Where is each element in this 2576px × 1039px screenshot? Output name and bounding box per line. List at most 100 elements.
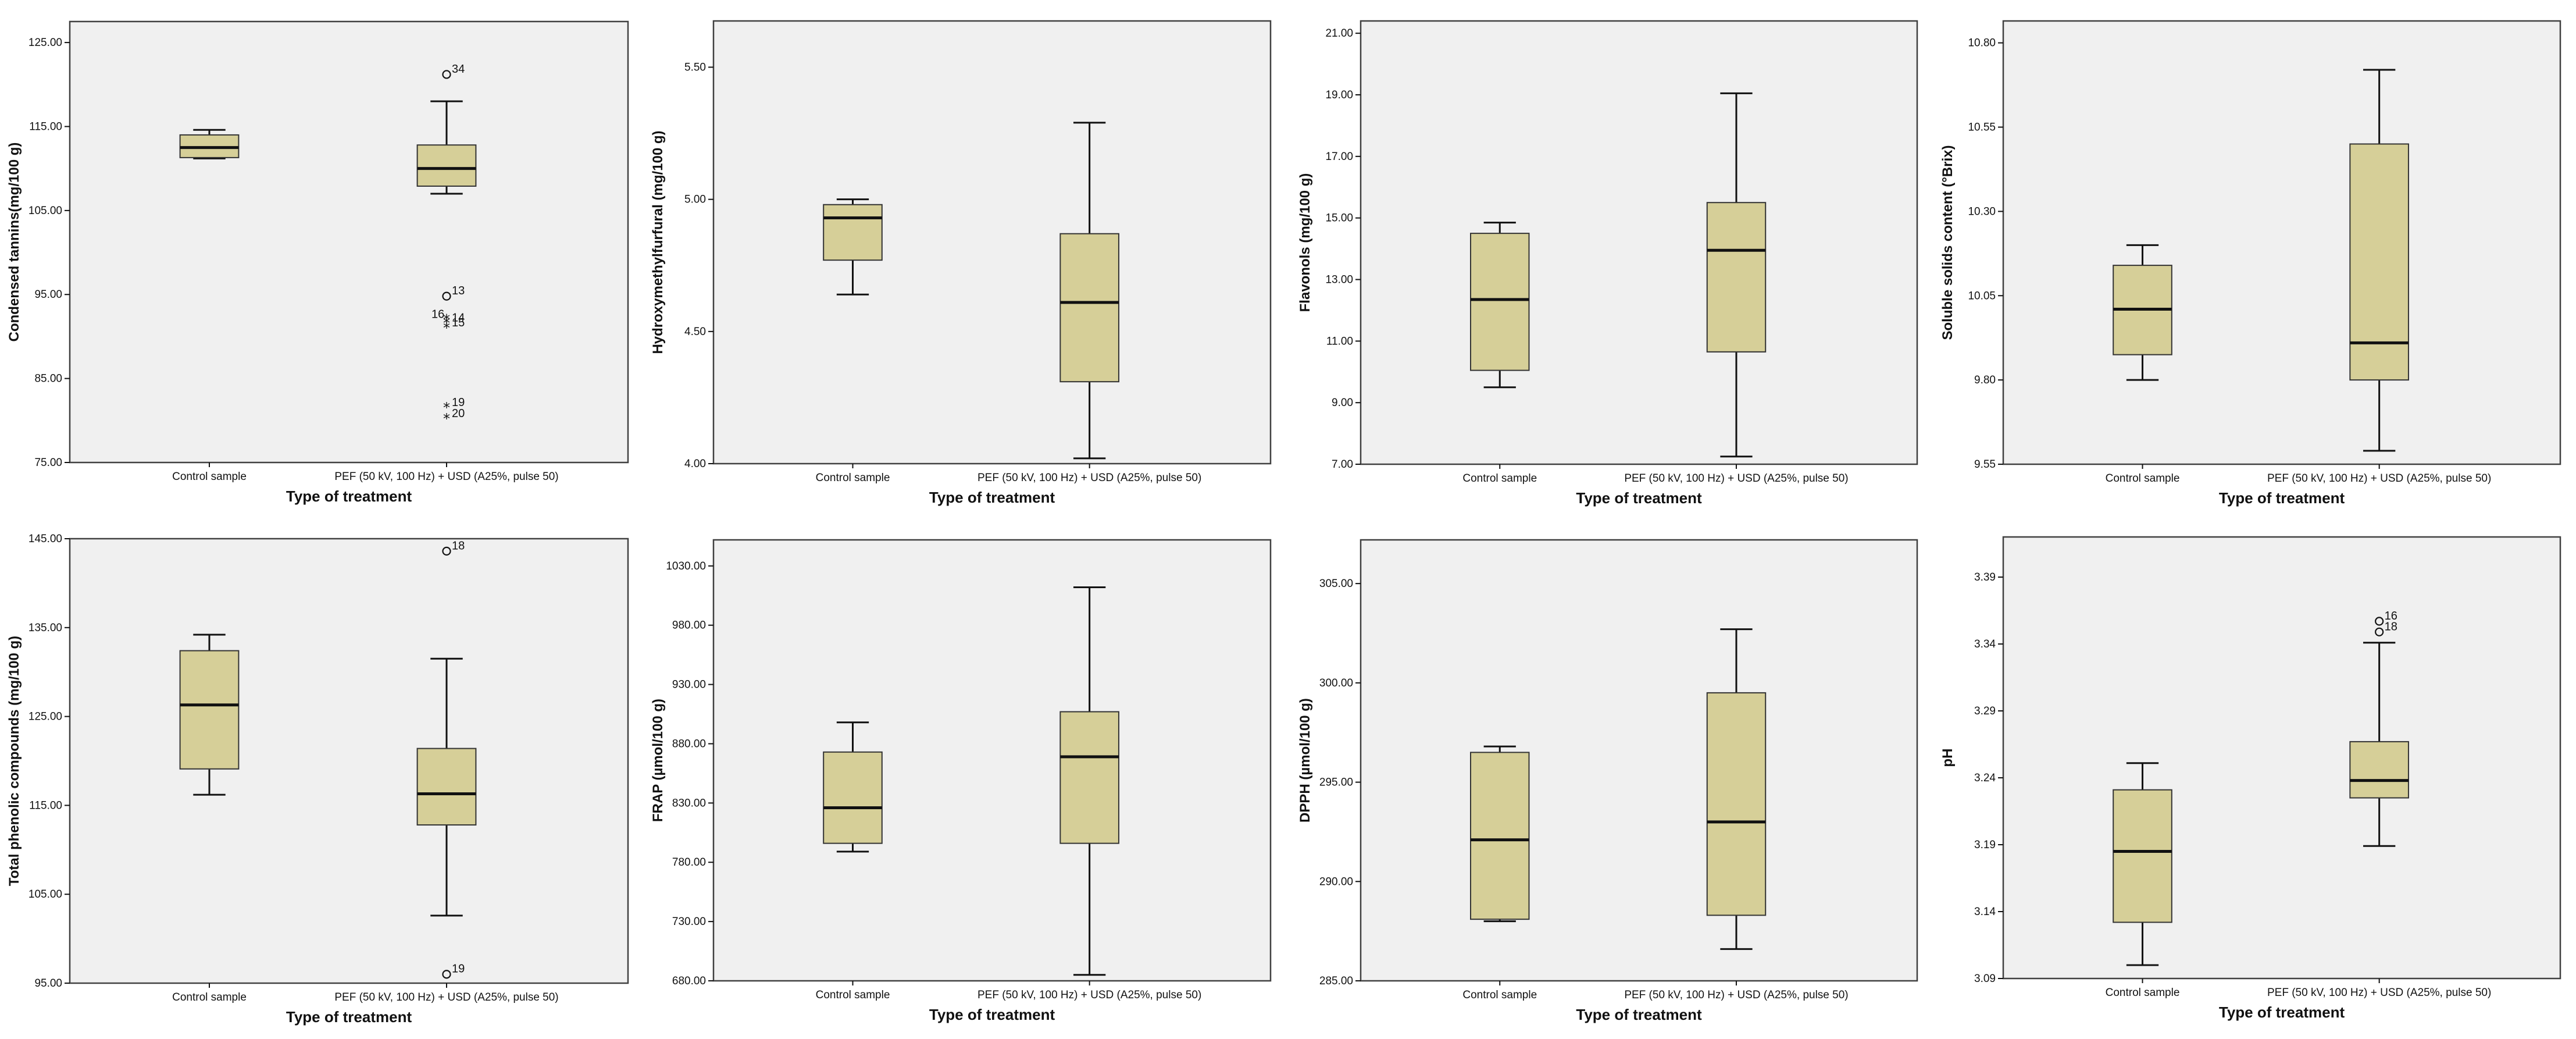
outlier-label: 18 [452,539,465,552]
chart-panel: 680.00 730.00 780.00 830.00 880.00 930.00 980.… [650,539,1272,1023]
x-category-label: PEF (50 kV, 100 Hz) + USD (A25%, pulse 5… [977,472,1201,484]
y-tick-label: 105.00 [28,888,62,901]
y-tick-label: 9.80 [1974,374,1996,386]
x-category-label: Control sample [172,991,247,1004]
chart-panel: 75.00 85.00 95.00 105.00 115.00 125.00 Control… [6,20,629,505]
outlier-star: * [443,320,450,336]
y-tick-label: 3.14 [1974,906,1996,918]
x-axis-title: Type of treatment [2219,489,2345,507]
x-category-label: PEF (50 kV, 100 Hz) + USD (A25%, pulse 5… [2267,472,2491,485]
outlier-circle [2375,617,2384,626]
y-tick-label: 930.00 [672,679,706,691]
y-tick-label: 135.00 [28,622,62,634]
y-tick-label: 10.30 [1968,205,1996,218]
y-tick-label: 85.00 [34,373,62,385]
chart-panel: 9.55 9.80 10.05 10.30 10.55 10.80 Control samp… [1940,20,2561,507]
x-category-label: PEF (50 kV, 100 Hz) + USD (A25%, pulse 5… [1624,989,1848,1001]
box-iqr [1470,233,1530,371]
plot-area [712,20,1272,465]
y-tick-label: 880.00 [672,738,706,750]
y-tick-label: 13.00 [1325,274,1353,286]
box-iqr [416,748,477,826]
y-axis-title: DPPH (µmol/100 g) [1297,698,1313,823]
y-axis-title: FRAP (µmol/100 g) [650,699,666,822]
y-tick-label: 115.00 [29,799,62,812]
y-tick-label: 5.50 [684,62,706,74]
y-tick-label: 95.00 [34,289,62,301]
plot-area [712,539,1272,982]
y-tick-label: 145.00 [28,533,62,545]
x-axis-title: Type of treatment [929,489,1055,506]
chart-panel: 4.00 4.50 5.00 5.50 Control sample PEF (50 kV… [650,20,1272,506]
plot-area [69,20,629,464]
y-axis-title: Hydroxymethylfurfural (mg/100 g) [650,130,666,354]
y-tick-label: 3.09 [1974,973,1996,985]
x-axis-title: Type of treatment [2219,1004,2345,1021]
y-axis-title: pH [1940,749,1956,767]
y-tick-label: 15.00 [1325,212,1353,225]
y-tick-label: 780.00 [672,856,706,869]
x-category-label: PEF (50 kV, 100 Hz) + USD (A25%, pulse 5… [977,989,1201,1001]
y-tick-label: 5.00 [684,194,706,206]
plot-area [2002,536,2561,980]
y-tick-label: 9.55 [1974,458,1996,471]
box-iqr [823,751,883,844]
y-tick-label: 290.00 [1319,876,1353,888]
box-iqr [1059,711,1119,844]
y-tick-label: 7.00 [1332,458,1353,471]
outlier-label: 16 [431,308,444,321]
y-tick-label: 305.00 [1319,578,1353,590]
y-tick-label: 75.00 [34,457,62,469]
outlier-label: 15 [452,316,465,329]
y-axis-title: Flavonols (mg/100 g) [1297,173,1313,312]
box-iqr [179,650,240,770]
y-tick-label: 1030.00 [666,560,706,572]
y-tick-label: 11.00 [1326,335,1353,347]
x-axis-title: Type of treatment [286,1008,412,1026]
x-category-label: Control sample [2106,987,2180,999]
outlier-circle [2375,627,2384,636]
outlier-label: 13 [452,284,465,297]
box-iqr [2349,741,2409,799]
outlier-circle [442,546,451,556]
outlier-star: * [443,400,450,416]
outlier-label: 19 [452,396,465,409]
y-tick-label: 9.00 [1332,397,1353,409]
x-category-label: Control sample [816,472,890,484]
x-category-label: Control sample [1462,989,1537,1001]
outlier-star: * [443,315,450,331]
y-tick-label: 10.80 [1968,37,1996,49]
y-tick-label: 3.39 [1974,571,1996,583]
box-iqr [823,204,883,261]
x-category-label: PEF (50 kV, 100 Hz) + USD (A25%, pulse 5… [1624,472,1848,485]
x-category-label: Control sample [2106,472,2180,485]
x-axis-title: Type of treatment [929,1006,1055,1023]
x-category-label: Control sample [172,471,247,483]
y-tick-label: 17.00 [1325,151,1353,163]
outlier-circle [442,970,451,979]
plot-area [1360,20,1918,465]
y-tick-label: 95.00 [34,977,62,990]
y-tick-label: 125.00 [28,711,62,723]
y-axis-title: Condensed tannins(mg/100 g) [6,143,22,342]
y-tick-label: 830.00 [672,797,706,809]
y-tick-label: 285.00 [1319,975,1353,987]
x-axis-title: Type of treatment [286,488,412,505]
y-tick-label: 680.00 [672,975,706,987]
y-tick-label: 980.00 [672,620,706,632]
x-category-label: Control sample [1462,472,1537,485]
y-tick-label: 105.00 [28,205,62,217]
y-tick-label: 295.00 [1319,777,1353,789]
box-iqr [2349,143,2409,381]
x-category-label: PEF (50 kV, 100 Hz) + USD (A25%, pulse 5… [2267,987,2491,999]
y-tick-label: 300.00 [1319,677,1353,689]
y-tick-label: 3.29 [1974,705,1996,717]
y-tick-label: 4.50 [684,326,706,338]
outlier-circle [442,70,451,79]
y-tick-label: 3.19 [1974,839,1996,851]
outlier-label: 34 [452,63,465,76]
y-tick-label: 730.00 [672,916,706,928]
x-axis-title: Type of treatment [1576,489,1702,507]
outlier-label: 20 [452,407,465,420]
